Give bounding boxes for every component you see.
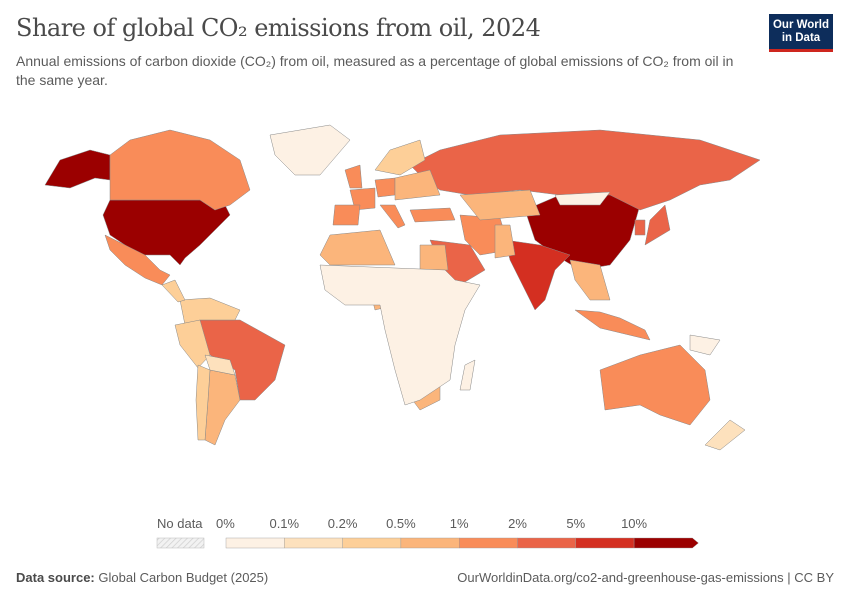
country-kazakhstan[interactable]: Kazakhstan: [459, 189, 541, 221]
country-algeria[interactable]: Algeria: [319, 229, 396, 266]
country-papua-new-guinea[interactable]: Papua New Guinea: [689, 334, 721, 356]
legend-tick-label: 10%: [621, 516, 647, 531]
legend-bin[interactable]: [633, 537, 699, 549]
country-south-korea[interactable]: South Korea: [634, 219, 646, 236]
legend-no-data-label: No data: [157, 516, 203, 531]
source-text[interactable]: Global Carbon Budget (2025): [98, 570, 269, 585]
country-russia[interactable]: Russia: [409, 129, 761, 211]
legend-bin[interactable]: [575, 537, 635, 549]
country-madagascar[interactable]: Madagascar: [459, 359, 476, 391]
country-france[interactable]: France: [349, 187, 376, 211]
world-map: United StatesAlaska (US)ChinaIndiaRussia…: [44, 124, 761, 451]
legend-tick-label: 2%: [508, 516, 527, 531]
legend-tick-label: 0%: [216, 516, 235, 531]
page-title: Share of global CO₂ emissions from oil, …: [16, 14, 541, 42]
country-peru[interactable]: Peru: [174, 319, 211, 369]
country-united-kingdom[interactable]: United Kingdom: [344, 164, 363, 189]
page-subtitle: Annual emissions of carbon dioxide (CO₂)…: [16, 53, 734, 88]
country-pakistan[interactable]: Pakistan: [494, 224, 516, 259]
owid-logo[interactable]: Our World in Data: [769, 14, 833, 52]
legend-bin[interactable]: [342, 537, 402, 549]
data-source: Data source: Global Carbon Budget (2025): [16, 570, 268, 585]
legend-bin[interactable]: [225, 537, 285, 549]
country-southeast-asia[interactable]: Southeast Asia: [569, 259, 611, 301]
legend-tick-label: 0.2%: [328, 516, 358, 531]
country-turkey[interactable]: Turkey: [409, 207, 456, 223]
country-new-zealand[interactable]: New Zealand: [704, 419, 746, 451]
country-bolivia[interactable]: Bolivia: [204, 354, 236, 376]
legend-tick-label: 0.5%: [386, 516, 416, 531]
legend-bin[interactable]: [284, 537, 343, 549]
country-egypt[interactable]: Egypt: [419, 244, 449, 271]
legend-tick-label: 1%: [450, 516, 469, 531]
country-canada[interactable]: Canada: [109, 129, 251, 211]
country-greenland[interactable]: Greenland: [269, 124, 351, 176]
legend-no-data-swatch: [156, 537, 205, 549]
country-indonesia[interactable]: Indonesia: [574, 309, 651, 341]
country-germany[interactable]: Germany: [374, 177, 396, 198]
country-argentina[interactable]: Argentina: [204, 369, 241, 446]
country-australia[interactable]: Australia: [599, 344, 711, 426]
legend-tick-label: 0.1%: [269, 516, 299, 531]
country-india[interactable]: India: [504, 239, 571, 311]
country-central-america[interactable]: Central America: [161, 279, 186, 303]
legend-bin[interactable]: [517, 537, 576, 549]
country-spain[interactable]: Spain: [332, 204, 361, 226]
legend-tick-label: 5%: [566, 516, 585, 531]
source-label: Data source:: [16, 570, 95, 585]
country-sub-saharan-africa[interactable]: Sub-Saharan Africa: [319, 264, 481, 406]
legend-bin[interactable]: [459, 537, 518, 549]
country-scandinavia[interactable]: Scandinavia: [374, 139, 426, 176]
country-mongolia[interactable]: Mongolia: [554, 191, 611, 206]
color-legend: No data 0% 0.1% 0.2% 0.5% 1% 2% 5% 10%: [156, 516, 699, 549]
country-japan[interactable]: Japan: [644, 204, 671, 246]
country-italy[interactable]: Italy: [379, 204, 406, 229]
legend-bin[interactable]: [400, 537, 460, 549]
country-eastern-europe[interactable]: Eastern Europe: [394, 169, 441, 201]
country-alaska-us-[interactable]: Alaska (US): [44, 149, 111, 189]
country-mexico[interactable]: Mexico: [104, 234, 171, 286]
source-url[interactable]: OurWorldinData.org/co2-and-greenhouse-ga…: [457, 570, 834, 585]
